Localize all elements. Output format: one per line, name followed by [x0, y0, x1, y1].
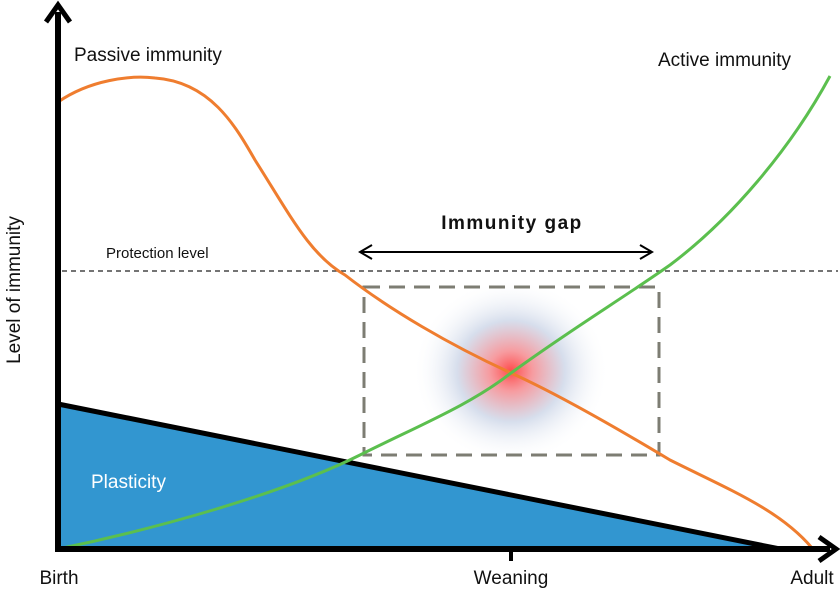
- passive-immunity-curve: [57, 75, 814, 549]
- active-immunity-curve: [57, 75, 832, 551]
- x-label-adult: Adult: [790, 568, 834, 589]
- active-immunity-label: Active immunity: [658, 50, 792, 71]
- plasticity-label: Plasticity: [91, 472, 166, 493]
- crossover-glow: [413, 279, 609, 463]
- protection-level-label: Protection level: [106, 245, 209, 262]
- gap-arrowhead-right: [639, 244, 654, 260]
- immunity-gap-label: Immunity gap: [441, 213, 583, 234]
- y-axis-arrowhead: [43, 0, 73, 24]
- immunity-gap-box: [362, 285, 661, 457]
- x-label-weaning: Weaning: [474, 568, 549, 589]
- x-axis-arrowhead: [817, 534, 840, 564]
- plasticity-boundary-line: [57, 401, 781, 552]
- gap-arrowhead-left: [358, 244, 373, 260]
- x-label-birth: Birth: [39, 568, 78, 589]
- passive-immunity-label: Passive immunity: [74, 45, 222, 66]
- y-axis-label: Level of immunity: [4, 216, 25, 364]
